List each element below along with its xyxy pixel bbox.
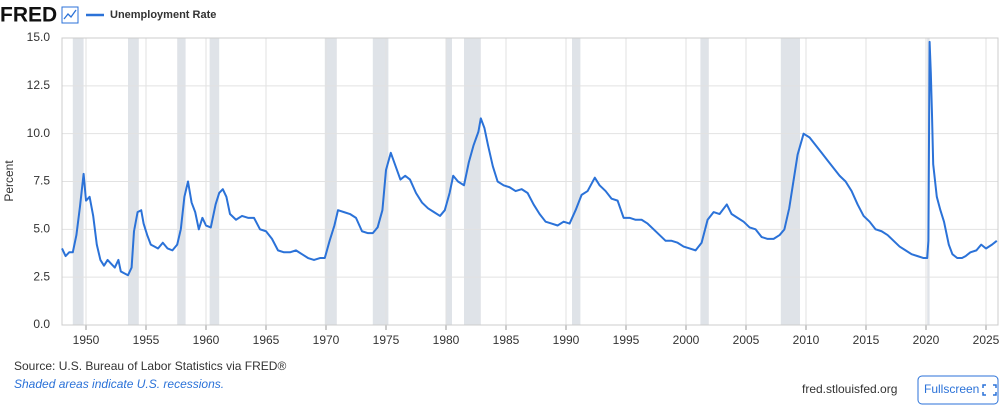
- fullscreen-label[interactable]: Fullscreen: [924, 382, 979, 396]
- x-tick-label: 2015: [853, 333, 880, 347]
- x-tick-label: 1995: [613, 333, 640, 347]
- y-tick-label: 12.5: [27, 78, 51, 92]
- logo: FRED: [0, 4, 57, 27]
- x-tick-label: 2005: [733, 333, 760, 347]
- y-tick-label: 10.0: [27, 126, 51, 140]
- fullscreen-icon: [982, 384, 997, 396]
- plot-border: [61, 37, 999, 326]
- x-tick-label: 1980: [433, 333, 460, 347]
- y-tick-label: 5.0: [33, 222, 50, 236]
- x-tick-label: 1965: [253, 333, 280, 347]
- x-tick-label: 2000: [673, 333, 700, 347]
- x-tick-label: 2010: [793, 333, 820, 347]
- x-tick-label: 1960: [193, 333, 220, 347]
- y-tick-label: 7.5: [33, 174, 50, 188]
- legend-label: Unemployment Rate: [110, 9, 216, 21]
- x-tick-label: 1955: [133, 333, 160, 347]
- x-tick-label: 2020: [913, 333, 940, 347]
- site: fred.stlouisfed.org: [802, 382, 897, 396]
- x-tick-label: 1970: [313, 333, 340, 347]
- fullscreen-button[interactable]: [917, 375, 999, 405]
- chart-icon: [61, 6, 79, 24]
- y-tick-label: 15.0: [27, 30, 51, 44]
- x-tick-label: 1985: [493, 333, 520, 347]
- y-tick-label: 2.5: [33, 269, 50, 283]
- x-tick-label: 1950: [73, 333, 100, 347]
- source: Source: U.S. Bureau of Labor Statistics …: [14, 359, 286, 373]
- y-axis-label: Percent: [2, 160, 16, 202]
- y-tick-label: 0.0: [33, 317, 50, 331]
- x-tick-label: 2025: [973, 333, 1000, 347]
- note: Shaded areas indicate U.S. recessions.: [14, 377, 224, 391]
- series-line: [61, 40, 998, 277]
- x-tick-label: 1975: [373, 333, 400, 347]
- x-tick-label: 1990: [553, 333, 580, 347]
